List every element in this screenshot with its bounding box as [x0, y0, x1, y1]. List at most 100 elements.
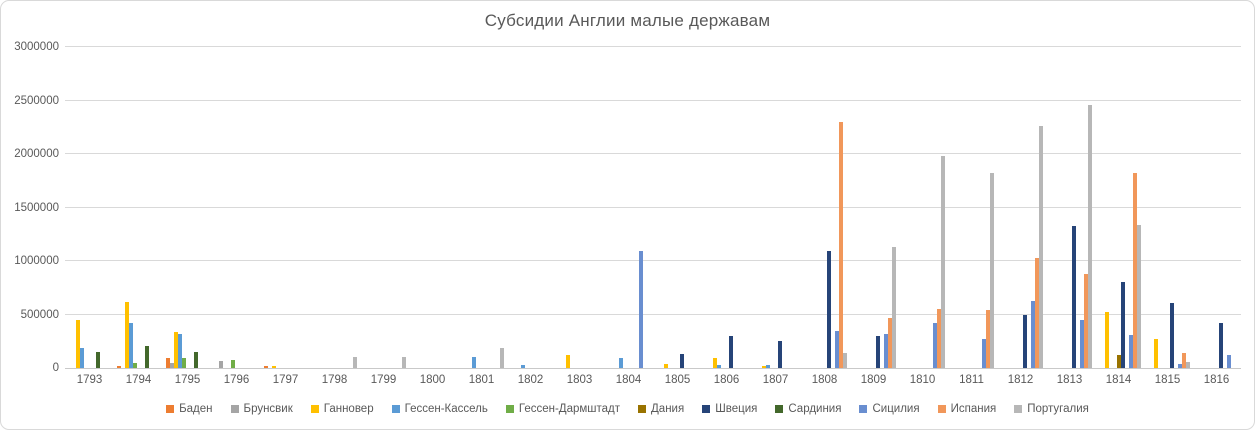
- bar[interactable]: [679, 354, 684, 368]
- gridline: [65, 153, 1241, 154]
- bar[interactable]: [663, 364, 668, 368]
- bar[interactable]: [981, 339, 986, 368]
- x-axis-tick-label: 1797: [272, 374, 299, 386]
- legend-item-10[interactable]: Испания: [937, 403, 996, 415]
- bar[interactable]: [95, 351, 100, 368]
- legend-swatch: [505, 405, 514, 413]
- bar[interactable]: [230, 359, 235, 368]
- y-axis-tick-label: 500000: [20, 308, 59, 321]
- bar[interactable]: [1185, 361, 1190, 368]
- bar[interactable]: [165, 358, 170, 368]
- bar[interactable]: [1153, 339, 1158, 368]
- bar[interactable]: [1038, 126, 1043, 368]
- bar[interactable]: [499, 347, 504, 368]
- bar[interactable]: [765, 364, 770, 368]
- x-axis-tick-label: 1802: [517, 374, 544, 386]
- bar[interactable]: [638, 251, 643, 368]
- bar[interactable]: [1087, 104, 1092, 368]
- bar[interactable]: [1177, 363, 1182, 368]
- bar[interactable]: [777, 341, 782, 368]
- legend-item-7[interactable]: Швеция: [702, 403, 757, 415]
- legend-item-11[interactable]: Португалия: [1014, 403, 1089, 415]
- bar[interactable]: [712, 358, 717, 368]
- y-axis: 0 500000 1000000 1500000 2000000 2500000 30000…: [1, 41, 59, 374]
- bar[interactable]: [75, 319, 80, 368]
- x-axis-tick-label: 1810: [909, 374, 936, 386]
- bar[interactable]: [891, 247, 896, 368]
- x-axis-tick-label: 1794: [125, 374, 152, 386]
- legend-item-label: Брунсвик: [243, 403, 293, 415]
- x-axis: 1793 1794 1795 1796 1797 1798 1799 1800 1801 1802…: [65, 374, 1241, 390]
- bar[interactable]: [883, 333, 888, 368]
- legend-swatch: [859, 405, 868, 413]
- bar[interactable]: [79, 347, 84, 368]
- bar[interactable]: [1181, 353, 1186, 368]
- bar[interactable]: [1128, 334, 1133, 368]
- bar[interactable]: [144, 345, 149, 368]
- bar[interactable]: [1071, 225, 1076, 368]
- bar[interactable]: [565, 355, 570, 368]
- bar[interactable]: [1136, 224, 1141, 368]
- bar[interactable]: [177, 333, 182, 368]
- bar[interactable]: [1083, 273, 1088, 368]
- bar[interactable]: [116, 365, 121, 368]
- bar[interactable]: [1226, 355, 1231, 368]
- legend-item-label: Гессен-Кассель: [404, 403, 488, 415]
- bar[interactable]: [936, 309, 941, 368]
- bar[interactable]: [940, 156, 945, 368]
- bar[interactable]: [471, 357, 476, 368]
- x-axis-tick-label: 1795: [174, 374, 201, 386]
- bar[interactable]: [1022, 314, 1027, 368]
- bar[interactable]: [1120, 282, 1125, 368]
- bar[interactable]: [887, 317, 892, 368]
- bar[interactable]: [169, 362, 174, 368]
- bar[interactable]: [173, 331, 178, 368]
- bar[interactable]: [826, 251, 831, 368]
- legend-item-8[interactable]: Сардиния: [775, 403, 841, 415]
- bar[interactable]: [218, 360, 223, 368]
- bar[interactable]: [132, 363, 137, 368]
- legend-swatch: [775, 405, 784, 413]
- bar[interactable]: [401, 357, 406, 368]
- legend-item-9[interactable]: Сицилия: [859, 403, 920, 415]
- bar[interactable]: [352, 357, 357, 368]
- bar[interactable]: [1030, 300, 1035, 368]
- gridline: [65, 313, 1241, 315]
- legend-item-3[interactable]: Ганновер: [310, 403, 374, 415]
- bar[interactable]: [520, 364, 525, 368]
- plot-area: [65, 46, 1241, 369]
- bar[interactable]: [263, 366, 268, 368]
- bar[interactable]: [932, 323, 937, 368]
- bar[interactable]: [838, 121, 843, 368]
- legend-item-2[interactable]: Брунсвик: [230, 403, 293, 415]
- bar[interactable]: [834, 330, 839, 368]
- legend-item-1[interactable]: Баден: [166, 403, 213, 415]
- bar[interactable]: [1034, 257, 1039, 368]
- bar[interactable]: [842, 353, 847, 368]
- bar[interactable]: [128, 323, 133, 368]
- bar[interactable]: [728, 335, 733, 368]
- bar[interactable]: [1169, 302, 1174, 368]
- bar[interactable]: [875, 335, 880, 368]
- bar[interactable]: [193, 351, 198, 368]
- bar[interactable]: [181, 358, 186, 368]
- bar[interactable]: [989, 173, 994, 368]
- legend-swatch: [391, 405, 400, 413]
- bar[interactable]: [618, 358, 623, 368]
- bar[interactable]: [716, 365, 721, 368]
- bar[interactable]: [1116, 355, 1121, 368]
- bar[interactable]: [1132, 173, 1137, 368]
- bar[interactable]: [124, 301, 129, 368]
- legend-item-6[interactable]: Дания: [638, 403, 684, 415]
- bar[interactable]: [985, 310, 990, 368]
- legend-item-label: Гессен-Дармштадт: [518, 403, 621, 415]
- gridline: [65, 206, 1241, 208]
- legend-item-label: Дания: [651, 403, 685, 415]
- bar[interactable]: [761, 365, 766, 368]
- bar[interactable]: [1079, 319, 1084, 368]
- bar[interactable]: [1104, 312, 1109, 368]
- legend-item-4[interactable]: Гессен-Кассель: [391, 403, 488, 415]
- bar[interactable]: [1218, 323, 1223, 368]
- legend-item-5[interactable]: Гессен-Дармштадт: [505, 403, 621, 415]
- bar[interactable]: [271, 366, 276, 368]
